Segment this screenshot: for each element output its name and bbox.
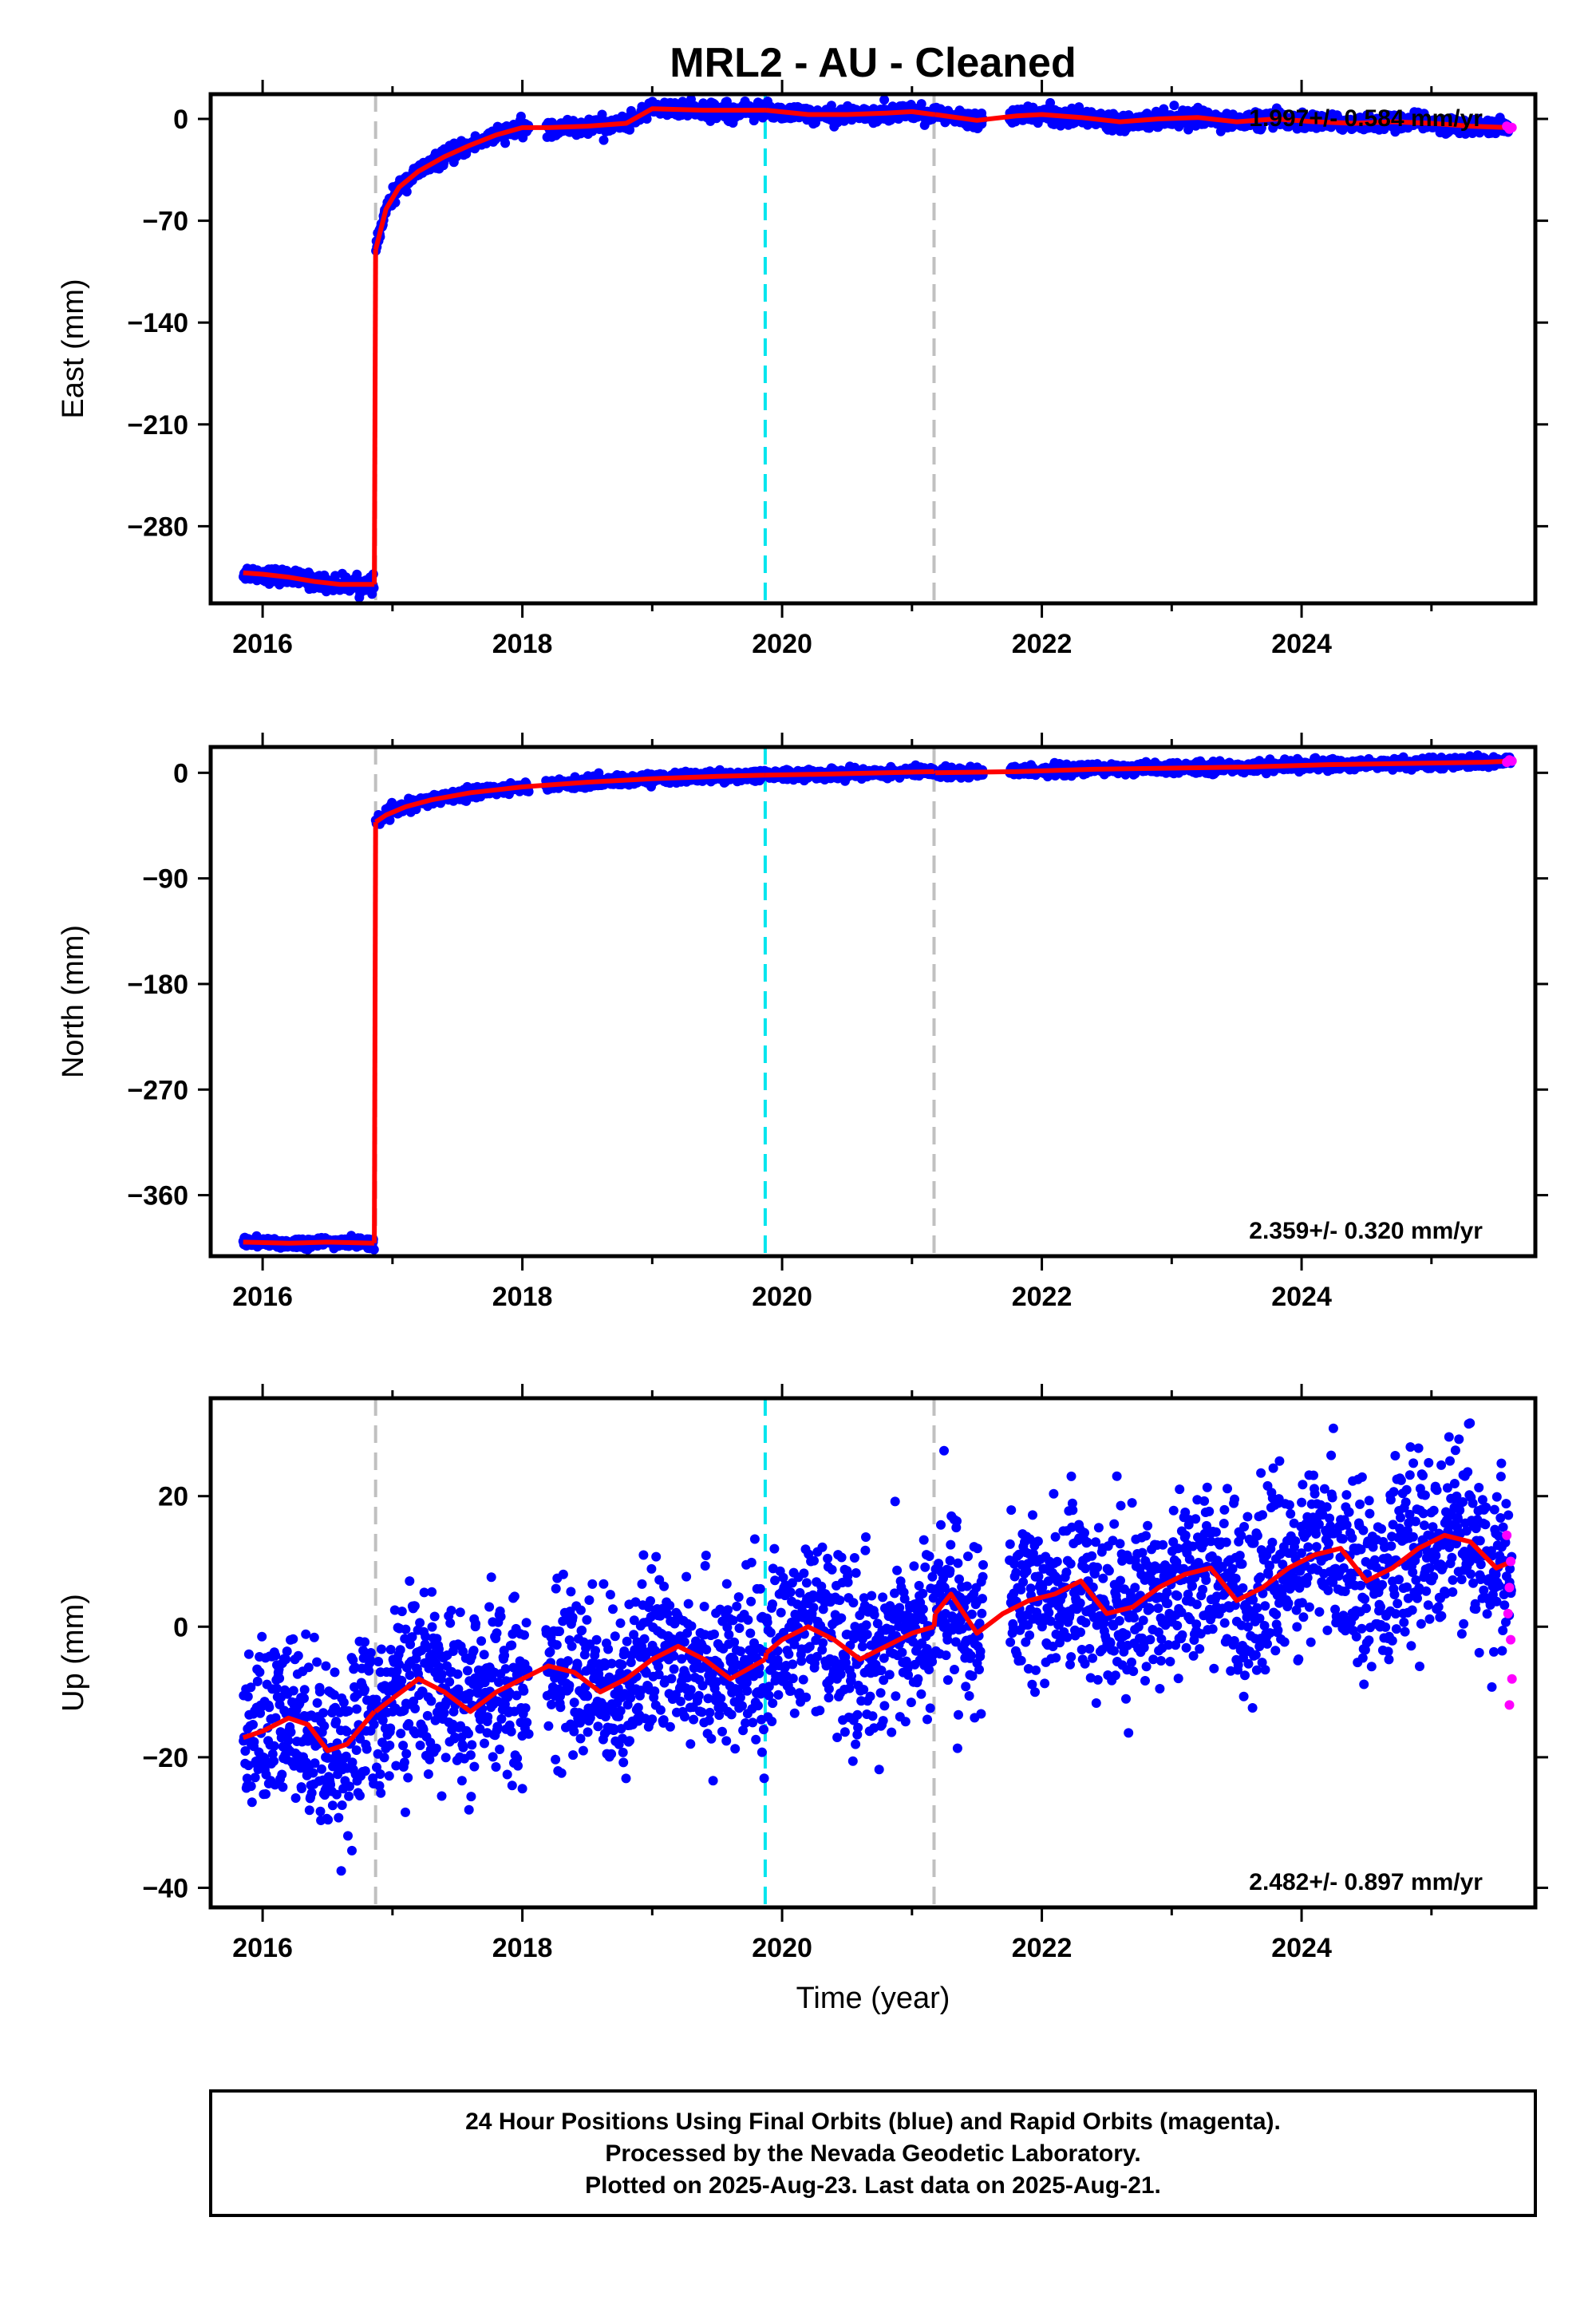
rapid-data-point bbox=[1507, 122, 1517, 132]
plot-frame bbox=[208, 745, 1538, 1259]
model-line-segment bbox=[766, 108, 934, 117]
model-line-segment bbox=[243, 570, 375, 587]
y-tick-label: −90 bbox=[142, 864, 188, 895]
model-line-jump bbox=[372, 249, 378, 585]
plot-frame bbox=[208, 92, 1538, 606]
data-point bbox=[369, 1244, 379, 1255]
x-tick-label: 2016 bbox=[232, 629, 293, 659]
model-line-segment bbox=[934, 112, 1510, 130]
data-point bbox=[1045, 97, 1056, 108]
model-line-jump bbox=[372, 822, 378, 1243]
data-point bbox=[597, 109, 607, 120]
x-tick-label: 2020 bbox=[752, 629, 812, 659]
y-tick-label: −210 bbox=[127, 410, 188, 441]
y-tick-label: −180 bbox=[127, 970, 188, 1000]
y-tick-label: −140 bbox=[127, 308, 188, 338]
model-line-segment bbox=[374, 773, 765, 824]
x-tick-label: 2018 bbox=[492, 1282, 553, 1312]
data-point bbox=[401, 187, 412, 197]
data-point bbox=[1169, 101, 1179, 111]
data-point bbox=[385, 815, 395, 825]
y-tick-label: −270 bbox=[127, 1075, 188, 1105]
y-tick-label: −280 bbox=[127, 512, 188, 542]
x-tick-label: 2016 bbox=[232, 1282, 293, 1312]
chart-title: MRL2 - AU - Cleaned bbox=[670, 40, 1076, 86]
data-point bbox=[1419, 109, 1429, 119]
y-axis-label: East (mm) bbox=[57, 279, 90, 418]
y-tick-label: −70 bbox=[142, 207, 188, 237]
data-point bbox=[500, 138, 511, 148]
x-tick-label: 2018 bbox=[492, 629, 553, 659]
model-line-segment bbox=[373, 106, 765, 251]
rapid-orbit-points bbox=[1502, 755, 1517, 768]
y-tick-label: 0 bbox=[173, 105, 188, 135]
velocity-annotation: 1.997+/- 0.584 mm/yr bbox=[1249, 105, 1483, 132]
x-tick-label: 2024 bbox=[1271, 1282, 1332, 1312]
x-tick-label: 2020 bbox=[752, 1282, 812, 1312]
rapid-data-point bbox=[1507, 756, 1517, 766]
y-tick-label: 0 bbox=[173, 758, 188, 788]
y-tick-label: −360 bbox=[127, 1181, 188, 1211]
final-orbit-points bbox=[238, 750, 1517, 1255]
final-orbit-points bbox=[239, 94, 1515, 603]
data-point bbox=[598, 135, 609, 145]
x-tick-label: 2024 bbox=[1271, 629, 1332, 659]
data-point bbox=[523, 786, 534, 796]
rapid-orbit-points bbox=[1502, 121, 1517, 134]
model-line-jump bbox=[932, 769, 938, 775]
x-tick-label: 2022 bbox=[1012, 1282, 1073, 1312]
model-line-segment bbox=[766, 769, 934, 778]
model-line-segment bbox=[243, 1239, 375, 1246]
data-point bbox=[879, 95, 890, 105]
x-tick-label: 2022 bbox=[1012, 629, 1073, 659]
east-panel: 0 −70 −140 −210 −280 2016 2018 2020 2022 2024 East… bbox=[57, 80, 1548, 659]
model-line-segment bbox=[935, 758, 1512, 776]
